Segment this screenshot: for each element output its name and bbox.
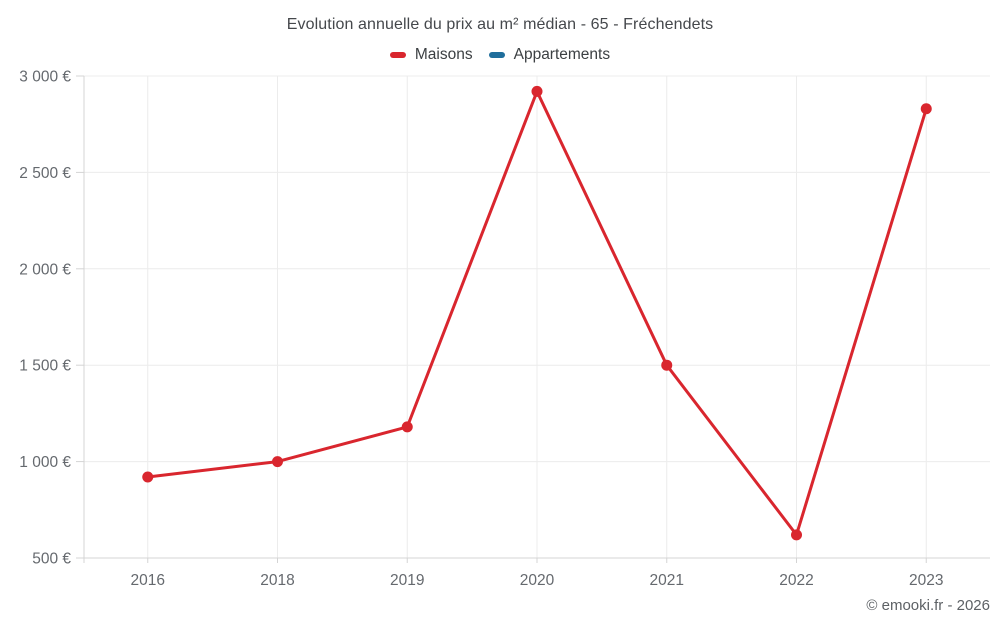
x-axis-label: 2023 xyxy=(909,572,943,589)
legend-item-appartements[interactable]: Appartements xyxy=(488,46,611,64)
x-axis-label: 2020 xyxy=(520,572,555,589)
watermark: © emooki.fr - 2026 xyxy=(866,597,990,614)
y-axis-label: 2 000 € xyxy=(19,261,71,278)
legend-swatch-appartements xyxy=(488,52,505,58)
y-axis-label: 3 000 € xyxy=(19,69,71,86)
x-axis-label: 2016 xyxy=(131,572,165,589)
data-point[interactable] xyxy=(272,456,283,468)
data-point[interactable] xyxy=(531,85,543,97)
legend: Maisons Appartements xyxy=(0,46,1000,64)
data-point[interactable] xyxy=(920,103,932,115)
data-point[interactable] xyxy=(791,529,802,541)
y-axis-label: 2 500 € xyxy=(19,165,71,182)
x-axis-label: 2022 xyxy=(779,572,813,589)
legend-item-maisons[interactable]: Maisons xyxy=(389,46,473,64)
data-point[interactable] xyxy=(661,359,673,371)
y-axis-label: 1 000 € xyxy=(19,454,71,471)
chart-title: Evolution annuelle du prix au m² médian … xyxy=(286,16,714,33)
data-point[interactable] xyxy=(401,421,413,433)
data-point[interactable] xyxy=(142,471,154,483)
legend-swatch-maisons xyxy=(389,52,406,58)
legend-label: Appartements xyxy=(513,46,611,63)
x-axis-label: 2021 xyxy=(650,572,684,589)
x-axis-label: 2018 xyxy=(260,572,294,589)
y-axis-label: 1 500 € xyxy=(19,358,71,375)
x-axis-label: 2019 xyxy=(390,572,424,589)
legend-label: Maisons xyxy=(414,46,473,63)
y-axis-label: 500 € xyxy=(32,551,71,568)
